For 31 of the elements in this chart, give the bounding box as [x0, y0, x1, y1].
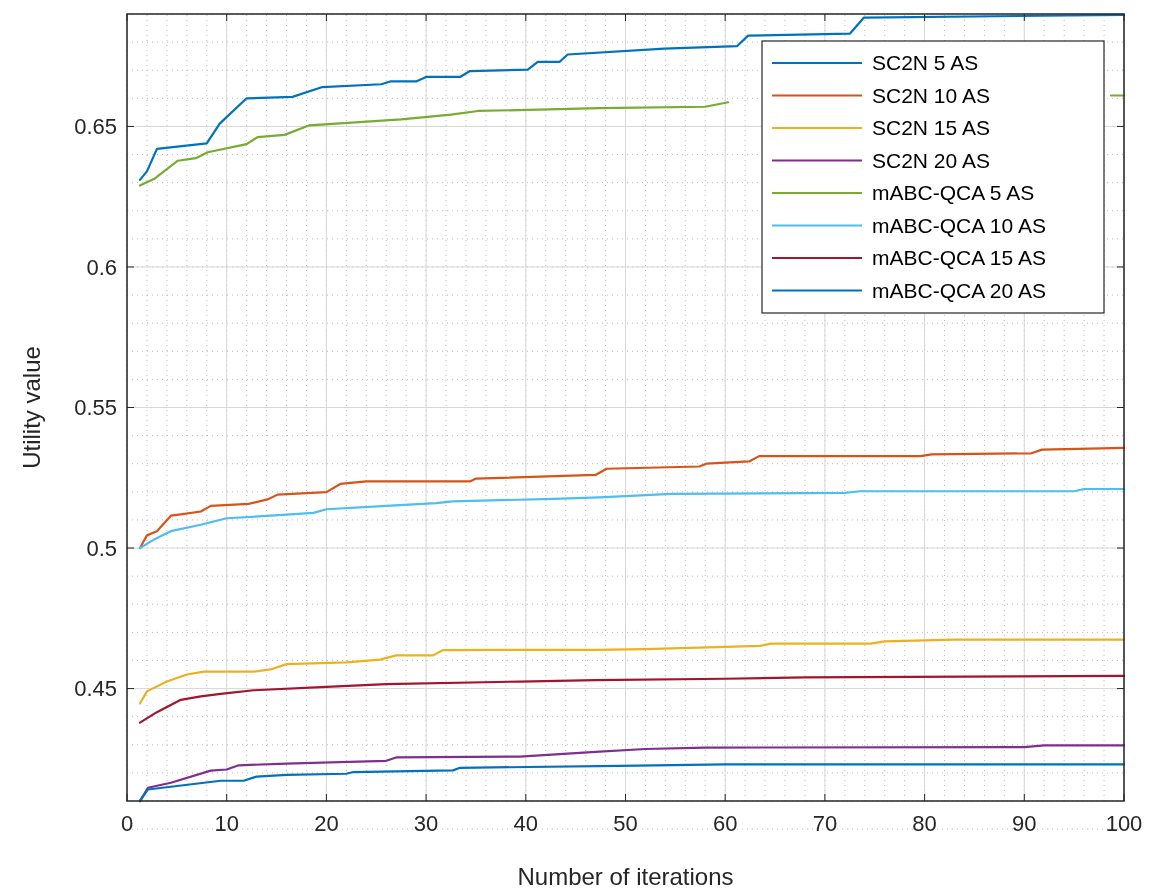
x-tick-label: 70	[812, 811, 838, 836]
y-tick-label: 0.65	[74, 114, 117, 140]
x-tick-label: 80	[912, 811, 937, 836]
x-tick-label: 40	[513, 811, 539, 836]
legend-label: mABC-QCA 10 AS	[872, 213, 1046, 237]
legend-label: SC2N 5 AS	[872, 51, 979, 75]
y-tick-label: 0.55	[74, 395, 117, 421]
x-axis-title: Number of iterations	[517, 863, 734, 890]
legend-label: mABC-QCA 20 AS	[872, 278, 1046, 302]
x-tick-label: 10	[214, 811, 239, 836]
line-series	[138, 638, 1126, 705]
x-tick-label: 100	[1105, 811, 1143, 836]
line-series	[138, 13, 1126, 181]
x-tick-label: 60	[712, 811, 738, 836]
y-tick-label: 0.5	[86, 535, 117, 561]
line-series	[138, 674, 1126, 724]
legend-label: mABC-QCA 5 AS	[872, 181, 1035, 205]
x-tick-label: 50	[613, 811, 638, 836]
legend-label: SC2N 10 AS	[872, 83, 990, 107]
line-series	[138, 763, 1126, 803]
x-tick-label: 30	[413, 811, 439, 836]
y-tick-label: 0.45	[74, 676, 117, 702]
x-tick-label: 90	[1012, 811, 1037, 836]
y-axis-title: Utility value	[18, 346, 45, 469]
legend-label: SC2N 20 AS	[872, 148, 990, 172]
y-tick-label: 0.6	[86, 254, 117, 280]
legend-label: mABC-QCA 15 AS	[872, 246, 1046, 270]
x-tick-label: 20	[314, 811, 339, 836]
legend-label: SC2N 15 AS	[872, 116, 990, 140]
line-series	[138, 487, 1126, 550]
x-tick-label: 0	[120, 811, 134, 836]
